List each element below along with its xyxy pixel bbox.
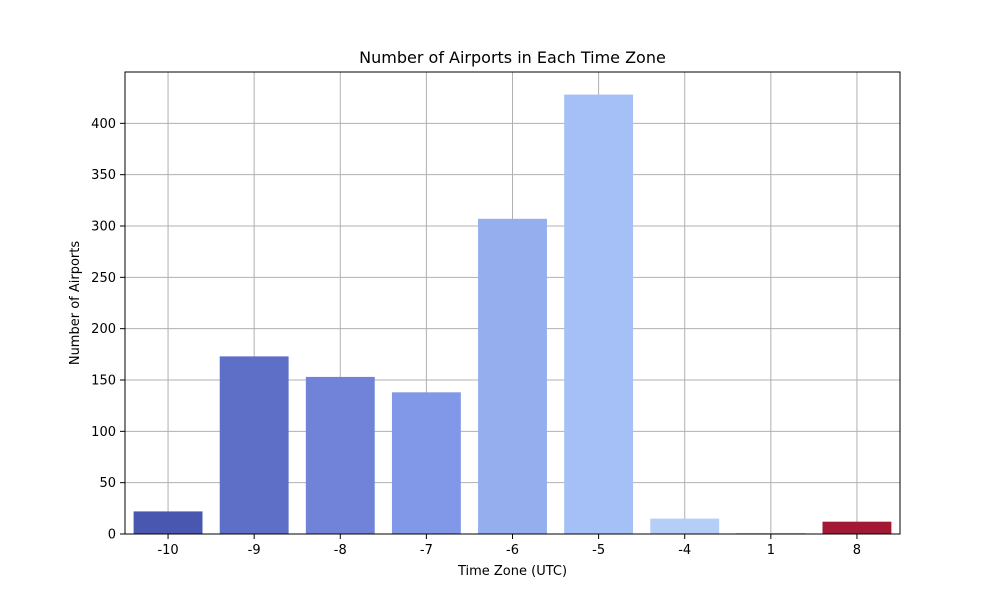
- x-tick-label: -6: [506, 543, 519, 558]
- y-tick-label: 50: [99, 476, 116, 491]
- y-tick-label: 350: [91, 168, 116, 183]
- ticks: 0 50 100 150 200 250 300 350 400 -10 -9 -8 -7 -6 -5 -4 1…: [91, 117, 861, 558]
- y-tick-label: 200: [91, 322, 116, 337]
- x-tick-label: -8: [334, 543, 347, 558]
- y-tick-label: 250: [91, 271, 116, 286]
- bars: [133, 94, 892, 534]
- bar-1: [736, 532, 806, 534]
- bar-8: [822, 521, 892, 534]
- y-tick-label: 0: [108, 528, 116, 543]
- bar--9: [219, 356, 289, 534]
- x-axis-title: Time Zone (UTC): [457, 564, 567, 579]
- x-tick-label: -4: [678, 543, 691, 558]
- bar--10: [133, 511, 203, 534]
- y-tick-label: 150: [91, 374, 116, 389]
- chart-title: Number of Airports in Each Time Zone: [359, 48, 666, 67]
- x-tick-label: -9: [248, 543, 261, 558]
- x-tick-label: 1: [767, 543, 775, 558]
- x-tick-label: -10: [157, 543, 178, 558]
- y-tick-label: 400: [91, 117, 116, 132]
- x-tick-label: -7: [420, 543, 433, 558]
- bar--6: [478, 218, 547, 534]
- bar--5: [564, 94, 634, 534]
- y-tick-label: 300: [91, 220, 116, 235]
- y-tick-label: 100: [91, 425, 116, 440]
- y-axis-title: Number of Airports: [68, 241, 83, 366]
- x-tick-label: -5: [592, 543, 605, 558]
- bar--7: [391, 392, 461, 534]
- bar--4: [650, 518, 720, 534]
- bar--8: [305, 376, 375, 534]
- x-tick-label: 8: [853, 543, 861, 558]
